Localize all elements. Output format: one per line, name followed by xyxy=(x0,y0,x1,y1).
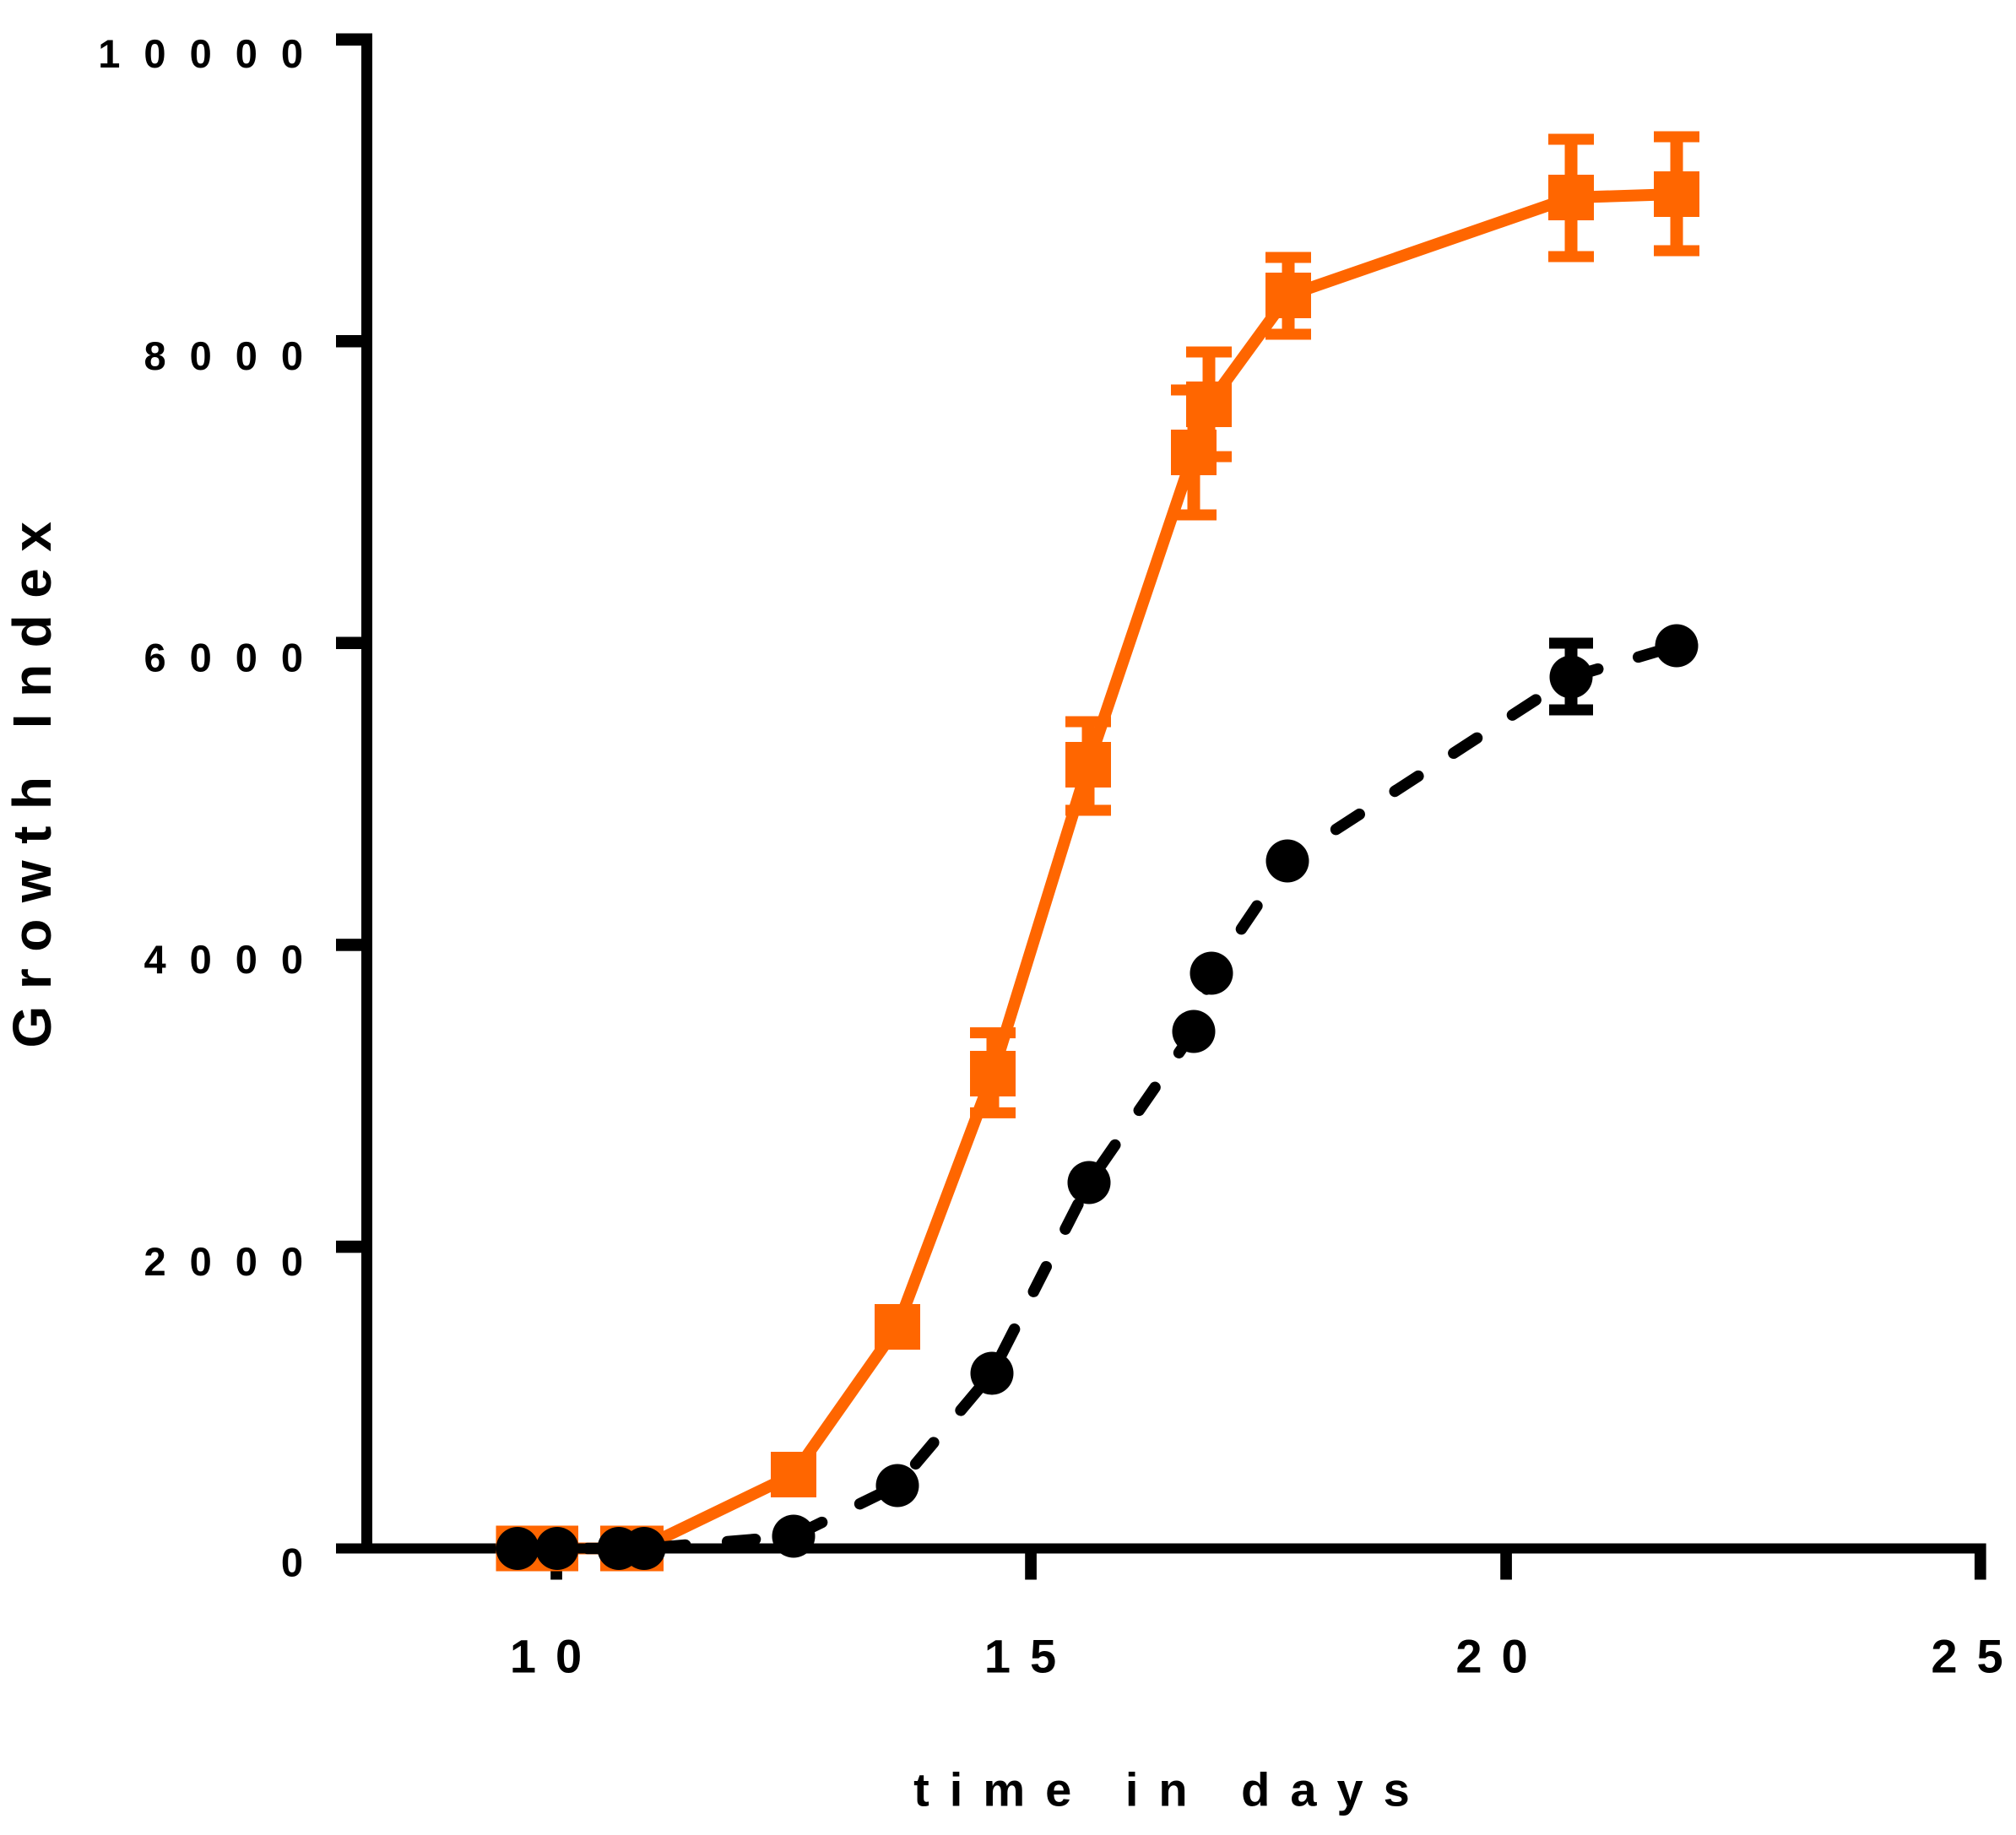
svg-text:Growth Index: Growth Index xyxy=(2,506,62,1048)
svg-text:4000: 4000 xyxy=(144,937,327,982)
svg-text:10000: 10000 xyxy=(98,31,327,76)
svg-text:8000: 8000 xyxy=(144,333,327,378)
svg-text:0: 0 xyxy=(281,1540,327,1585)
svg-text:15: 15 xyxy=(984,1630,1076,1683)
svg-text:25: 25 xyxy=(1931,1630,2016,1683)
svg-text:2000: 2000 xyxy=(144,1239,327,1284)
svg-text:6000: 6000 xyxy=(144,636,327,680)
svg-text:time in days: time in days xyxy=(913,1763,1430,1816)
svg-text:10: 10 xyxy=(510,1630,601,1683)
svg-text:20: 20 xyxy=(1455,1630,1547,1683)
